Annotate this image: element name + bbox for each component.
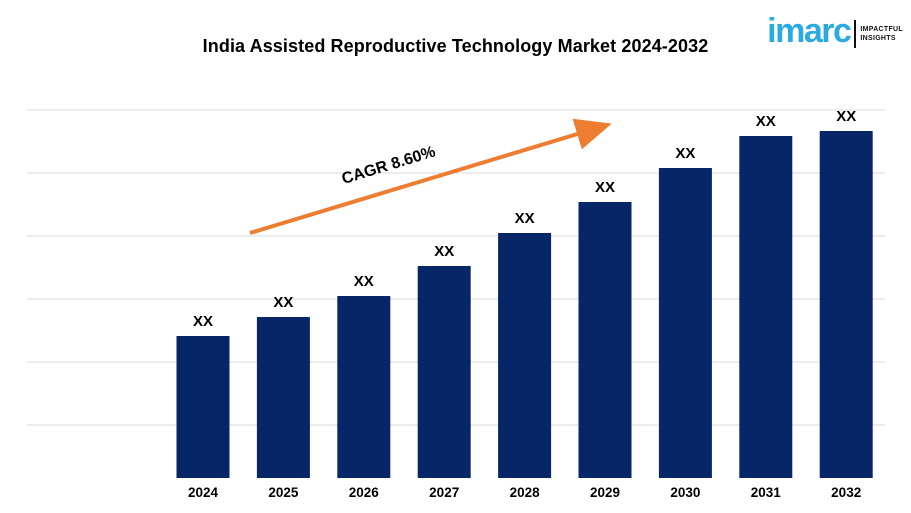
x-axis-label-2028: 2028: [510, 485, 541, 500]
x-axis-label-2029: 2029: [590, 485, 620, 500]
bar-2028: [498, 233, 552, 478]
bar-2026: [337, 296, 391, 478]
chart-title: India Assisted Reproductive Technology M…: [202, 36, 709, 56]
bar-value-label-2025: XX: [273, 294, 293, 311]
imarc-logo-text: imarc: [767, 11, 852, 50]
bar-value-label-2027: XX: [434, 243, 454, 260]
bar-value-label-2028: XX: [515, 210, 535, 227]
bar-2029: [578, 202, 632, 478]
bar-value-label-2030: XX: [675, 145, 695, 162]
bar-value-label-2032: XX: [836, 108, 856, 125]
x-axis-label-2026: 2026: [349, 485, 380, 500]
bar-2025: [256, 317, 310, 478]
bar-value-label-2026: XX: [354, 273, 374, 290]
bar-2027: [417, 266, 471, 478]
x-axis-label-2030: 2030: [670, 485, 700, 500]
x-axis-label-2027: 2027: [429, 485, 459, 500]
imarc-logo: imarc IMPACTFUL INSIGHTS: [767, 14, 903, 48]
x-axis-label-2025: 2025: [268, 485, 299, 500]
x-axis-label-2031: 2031: [751, 485, 782, 500]
bar-2032: [819, 131, 873, 478]
x-axis-label-2024: 2024: [188, 485, 219, 500]
bar-2024: [176, 336, 230, 478]
logo-tagline-line2: INSIGHTS: [860, 35, 896, 42]
cagr-trend-arrow: [249, 118, 612, 235]
bar-value-label-2024: XX: [193, 313, 213, 330]
x-axis-label-2032: 2032: [831, 485, 861, 500]
bar-value-label-2031: XX: [756, 113, 776, 130]
logo-tagline: IMPACTFUL INSIGHTS: [860, 26, 903, 42]
logo-divider: [854, 20, 857, 48]
bar-2030: [658, 168, 712, 478]
bar-value-label-2029: XX: [595, 179, 615, 196]
bar-2031: [739, 136, 793, 478]
logo-tagline-line1: IMPACTFUL: [860, 26, 903, 33]
